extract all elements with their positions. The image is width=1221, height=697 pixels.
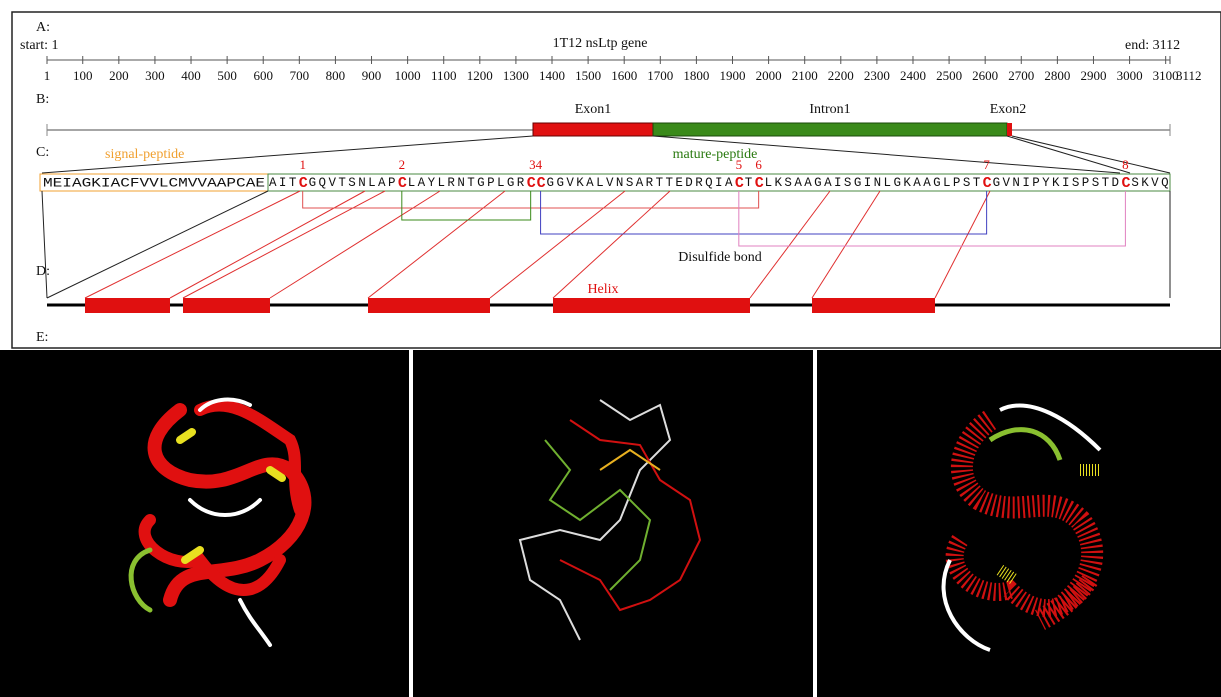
end-label: end: 3112 [1125, 38, 1180, 53]
cysteine-label: 8 [1122, 157, 1129, 172]
ruler-tick-label: 300 [145, 68, 165, 83]
exon1-box [533, 123, 653, 136]
structure-background [0, 350, 1221, 697]
helix [812, 298, 935, 313]
ruler-tick-label: 1000 [395, 68, 421, 83]
ruler-tick-label: 1 [44, 68, 51, 83]
ruler-tick-label: 1300 [503, 68, 529, 83]
exon-label: Exon2 [990, 102, 1027, 117]
cysteine-label: 6 [755, 157, 762, 172]
ruler-tick-label: 1500 [575, 68, 601, 83]
ruler-tick-label: 500 [217, 68, 237, 83]
ruler-tick-label: 400 [181, 68, 201, 83]
ruler-tick-label: 800 [326, 68, 346, 83]
helix-label: Helix [587, 282, 618, 297]
ruler-tick-label: 1600 [611, 68, 637, 83]
signal-sequence: MEIAGKIACFVVLCMVVAAPCAE [43, 176, 265, 190]
gene-title: 1T12 nsLtp gene [553, 36, 648, 51]
ruler-tick-label: 2600 [972, 68, 998, 83]
ruler-tick-label: 2500 [936, 68, 962, 83]
ruler-tick-label: 200 [109, 68, 129, 83]
ruler-tick-label: 2700 [1008, 68, 1034, 83]
ruler-tick-label: 2300 [864, 68, 890, 83]
cysteine-label: 5 [736, 157, 743, 172]
ruler-tick-label: 600 [253, 68, 273, 83]
exon-label: Exon1 [575, 102, 612, 117]
cysteine-label: 7 [983, 157, 990, 172]
intron-label: Intron1 [809, 102, 850, 117]
panel-label: C: [36, 145, 49, 160]
helix [553, 298, 750, 313]
ruler-tick-label: 1800 [683, 68, 709, 83]
ruler-tick-label: 2800 [1044, 68, 1070, 83]
annotation-layer: A: start: 1 1T12 nsLtp gene end: 3112 B:… [20, 20, 1202, 345]
disulfide-bond [541, 191, 987, 234]
helix [85, 298, 170, 313]
disulfide-bond [402, 191, 531, 220]
ruler-tick-label: 1200 [467, 68, 493, 83]
ruler-tick-label: 2200 [828, 68, 854, 83]
cysteine-label: 2 [399, 157, 406, 172]
intron1-box [653, 123, 1007, 136]
ruler-tick-label: 2400 [900, 68, 926, 83]
mature-label: mature-peptide [673, 147, 758, 162]
ruler-tick-label: 3000 [1117, 68, 1143, 83]
panel-label: B: [36, 92, 49, 107]
start-label: start: 1 [20, 38, 59, 53]
ruler-tick-label: 700 [290, 68, 310, 83]
ruler-tick-label: 900 [362, 68, 382, 83]
ruler-tick-label: 3112 [1176, 68, 1202, 83]
figure: A: start: 1 1T12 nsLtp gene end: 3112 B:… [0, 0, 1221, 697]
cysteine-label: 1 [299, 157, 306, 172]
ruler-tick-label: 1900 [719, 68, 745, 83]
disulfide-bond [739, 191, 1126, 246]
ruler-tick-label: 2900 [1080, 68, 1106, 83]
disulfide-label: Disulfide bond [678, 250, 762, 265]
ruler-tick-label: 2100 [792, 68, 818, 83]
panel-label: D: [36, 264, 50, 279]
cysteine-label: 34 [529, 157, 543, 172]
exon2-box [1007, 123, 1012, 136]
ruler-tick-label: 1100 [431, 68, 457, 83]
panel-label: A: [36, 20, 50, 35]
ruler-tick-label: 2000 [756, 68, 782, 83]
ruler-tick-label: 100 [73, 68, 93, 83]
signal-label: signal-peptide [105, 147, 184, 162]
helix [368, 298, 490, 313]
ruler-tick-label: 1700 [647, 68, 673, 83]
helix [183, 298, 270, 313]
ruler-tick-label: 3100 [1153, 68, 1179, 83]
panel-label: E: [36, 330, 48, 345]
ruler-tick-label: 1400 [539, 68, 565, 83]
map-line [85, 191, 990, 298]
zoom-line [42, 136, 1170, 173]
